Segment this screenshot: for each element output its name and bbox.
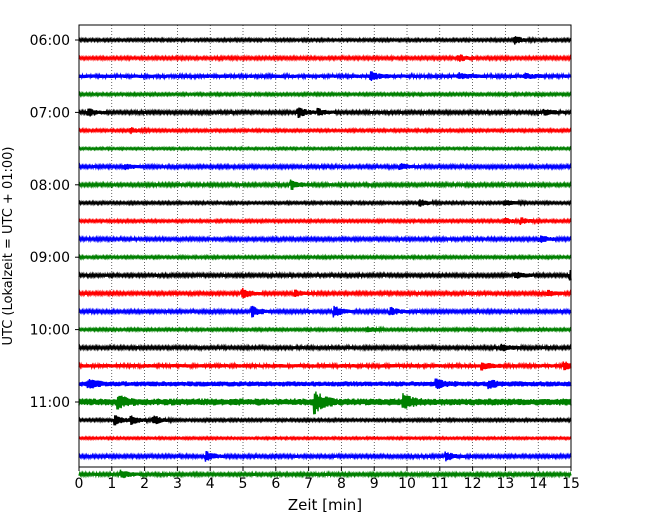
x-tick-label: 5	[239, 476, 248, 492]
x-tick-label: 10	[398, 476, 416, 492]
y-tick-label: 08:00	[30, 178, 70, 194]
y-tick-label: 09:00	[30, 250, 70, 266]
y-axis: 06:00 07:00 08:00 09:00 10:00 11:00	[30, 33, 79, 411]
trace-line	[78, 198, 572, 208]
x-axis-label: Zeit [min]	[288, 496, 362, 514]
x-tick-label: 3	[173, 476, 182, 492]
x-tick-label: 14	[529, 476, 547, 492]
trace-line	[78, 469, 572, 479]
y-tick-label: 10:00	[30, 323, 70, 339]
trace-line	[78, 305, 572, 318]
x-tick-label: 12	[464, 476, 482, 492]
x-axis: 0 1 2 3 4 5 6 7 8 9 10 11 12 13 14 15	[75, 467, 580, 492]
x-tick-label: 2	[140, 476, 149, 492]
trace-line	[78, 145, 572, 152]
trace-line	[78, 53, 572, 63]
x-tick-label: 4	[206, 476, 215, 492]
trace-line	[78, 126, 572, 135]
x-tick-label: 7	[304, 476, 313, 492]
y-tick-label: 11:00	[30, 395, 70, 411]
x-tick-label: 6	[271, 476, 280, 492]
trace-line	[78, 216, 572, 226]
trace-line	[78, 287, 572, 299]
y-tick-label: 06:00	[30, 33, 70, 49]
trace-line	[78, 90, 572, 98]
trace-line	[78, 269, 572, 281]
trace-line	[78, 450, 572, 462]
y-tick-label: 07:00	[30, 105, 70, 121]
x-tick-label: 8	[337, 476, 346, 492]
trace-line	[78, 35, 572, 45]
x-tick-label: 15	[562, 476, 580, 492]
trace-line	[78, 107, 572, 118]
seismogram-traces	[78, 35, 572, 479]
trace-line	[78, 179, 572, 190]
trace-line	[78, 325, 572, 334]
x-tick-label: 11	[431, 476, 449, 492]
trace-line	[78, 361, 572, 371]
trace-line	[78, 378, 572, 390]
plot-frame	[78, 24, 572, 468]
y-axis-label: UTC (Lokalzeit = UTC + 01:00)	[1, 147, 16, 346]
trace-line	[78, 343, 572, 352]
trace-line	[78, 253, 572, 261]
trace-line	[78, 391, 572, 415]
x-tick-label: 13	[496, 476, 514, 492]
x-tick-label: 0	[75, 476, 84, 492]
x-tick-label: 1	[107, 476, 116, 492]
x-tick-label: 9	[370, 476, 379, 492]
trace-line	[78, 234, 572, 244]
trace-line	[78, 415, 572, 426]
trace-line	[78, 162, 572, 171]
trace-line	[78, 71, 572, 81]
trace-line	[78, 435, 572, 442]
